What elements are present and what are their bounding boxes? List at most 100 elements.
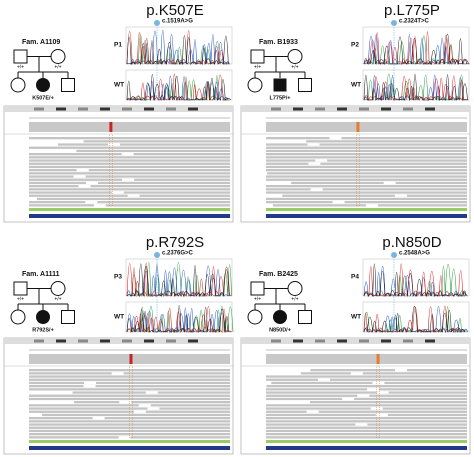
mother bbox=[50, 49, 66, 64]
patient-label: P3 bbox=[114, 274, 122, 281]
cytoband bbox=[381, 339, 391, 343]
cytoband bbox=[271, 107, 281, 111]
sibling bbox=[247, 309, 263, 325]
read bbox=[29, 407, 230, 410]
read-gap bbox=[111, 191, 124, 194]
read bbox=[271, 381, 467, 385]
variant-marker bbox=[391, 252, 397, 258]
read-gap bbox=[73, 175, 86, 178]
read-gap bbox=[395, 369, 408, 372]
cytoband bbox=[337, 339, 347, 343]
read bbox=[266, 413, 467, 417]
genotype: +/+ bbox=[17, 64, 24, 70]
read bbox=[29, 385, 230, 388]
cytoband bbox=[359, 107, 369, 111]
read bbox=[29, 165, 230, 169]
genotype: +/+ bbox=[54, 64, 61, 70]
variant-column bbox=[129, 365, 133, 439]
cytoband bbox=[293, 339, 303, 343]
cytoband bbox=[315, 107, 325, 111]
igv-toolbar bbox=[241, 338, 470, 344]
panel: p.R792S Fam. A1111 +/+ +/+ R792S/+ c.2376G>C P… bbox=[3, 234, 234, 455]
mother bbox=[287, 49, 303, 64]
read bbox=[29, 423, 230, 426]
family-label: Fam. B2425 bbox=[259, 271, 298, 278]
trace bbox=[126, 305, 230, 334]
panel: p.N850D Fam. B2425 +/+ +/+ N850D/+ c.2548A>G P… bbox=[240, 234, 471, 455]
cytoband bbox=[56, 339, 66, 343]
proband bbox=[36, 78, 50, 92]
mother bbox=[287, 281, 303, 296]
read bbox=[266, 159, 467, 162]
cytoband bbox=[425, 339, 435, 343]
coverage bbox=[266, 354, 467, 364]
cytoband bbox=[188, 339, 198, 343]
read bbox=[29, 381, 230, 385]
read bbox=[29, 433, 230, 436]
igv-toolbar bbox=[4, 338, 233, 344]
cytoband bbox=[78, 339, 88, 343]
sibling bbox=[298, 310, 312, 324]
cytoband bbox=[188, 107, 198, 111]
read-gap bbox=[138, 404, 151, 407]
read bbox=[266, 410, 467, 413]
proband bbox=[273, 78, 287, 92]
cytoband bbox=[359, 339, 369, 343]
read bbox=[29, 146, 230, 149]
read bbox=[83, 140, 230, 143]
trace bbox=[126, 306, 232, 334]
genotype: +/+ bbox=[254, 296, 261, 302]
panel-title: p.L775P bbox=[384, 2, 440, 19]
variant-label: c.2376G>C bbox=[162, 251, 194, 257]
read bbox=[266, 137, 467, 140]
read-gap bbox=[332, 201, 345, 204]
father bbox=[250, 49, 265, 64]
read bbox=[306, 140, 467, 143]
read bbox=[76, 149, 230, 153]
read bbox=[29, 159, 230, 162]
patient-label: P1 bbox=[114, 42, 122, 49]
read bbox=[266, 404, 467, 407]
cytoband bbox=[381, 107, 391, 111]
father bbox=[13, 49, 28, 64]
read-gap bbox=[329, 137, 342, 140]
read-gap bbox=[83, 385, 96, 388]
read-gap bbox=[394, 194, 407, 197]
gene-track bbox=[29, 446, 230, 450]
sibling bbox=[61, 310, 75, 324]
read bbox=[29, 201, 230, 204]
cytoband bbox=[315, 339, 325, 343]
cytoband bbox=[293, 107, 303, 111]
trace bbox=[363, 33, 468, 65]
read-gap bbox=[85, 181, 98, 185]
read bbox=[266, 426, 467, 429]
sibling bbox=[10, 309, 26, 325]
read bbox=[29, 169, 230, 172]
read-gap bbox=[357, 394, 370, 397]
read bbox=[29, 172, 230, 175]
panel: p.K507E Fam. A1109 +/+ +/+ K507E/+ c.1519A>G P… bbox=[3, 2, 234, 223]
read-gap bbox=[118, 436, 131, 439]
read-gap bbox=[376, 391, 389, 394]
cytoband bbox=[122, 339, 132, 343]
trace bbox=[363, 263, 467, 298]
genotype: +/+ bbox=[291, 296, 298, 302]
cytoband bbox=[403, 107, 413, 111]
read bbox=[266, 375, 467, 378]
read bbox=[29, 188, 230, 191]
coverage-variant bbox=[109, 122, 113, 132]
read bbox=[57, 143, 230, 146]
read bbox=[266, 188, 467, 191]
variant-marker bbox=[154, 252, 160, 258]
wt-label: WT bbox=[351, 314, 361, 321]
read-gap bbox=[85, 201, 98, 204]
read-gap bbox=[367, 388, 380, 391]
variant-marker bbox=[154, 20, 160, 26]
read bbox=[29, 397, 230, 401]
igv-toolbar bbox=[241, 106, 470, 112]
read bbox=[29, 417, 230, 420]
variant-label: c.2324T>C bbox=[399, 19, 430, 25]
father bbox=[13, 281, 28, 296]
genotype: N850D/+ bbox=[269, 327, 291, 333]
